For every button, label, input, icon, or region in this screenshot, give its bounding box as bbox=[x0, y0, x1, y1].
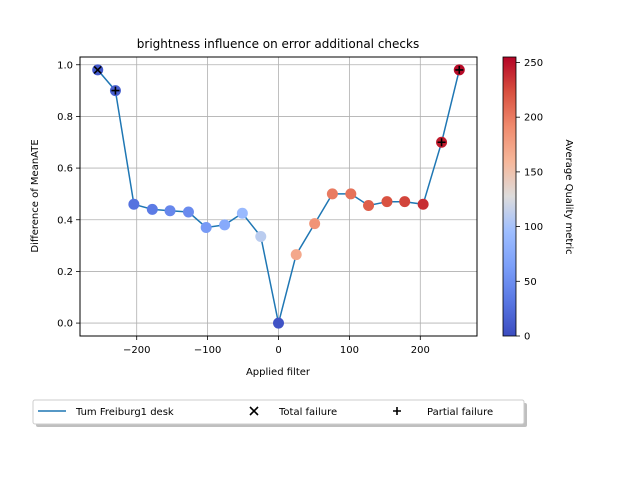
data-point bbox=[255, 231, 267, 243]
colorbar bbox=[502, 56, 517, 337]
y-tick-label: 0.6 bbox=[57, 164, 73, 175]
colorbar-tick-label: 200 bbox=[524, 113, 543, 124]
data-point bbox=[146, 203, 158, 215]
legend-label-line: Tum Freiburg1 desk bbox=[75, 407, 174, 418]
data-point bbox=[164, 205, 176, 217]
data-point bbox=[236, 207, 248, 219]
data-point bbox=[273, 317, 284, 329]
data-point bbox=[290, 249, 302, 261]
legend-plus-marker-icon bbox=[393, 407, 401, 415]
colorbar-tick-label: 250 bbox=[524, 58, 543, 69]
y-tick-label: 0.4 bbox=[57, 215, 73, 226]
colorbar-tick-label: 0 bbox=[524, 332, 530, 343]
partial-failure-marker bbox=[437, 138, 446, 147]
data-point bbox=[399, 196, 411, 208]
data-point bbox=[128, 198, 140, 210]
data-point bbox=[309, 218, 321, 230]
chart-title: brightness influence on error additional… bbox=[137, 37, 419, 51]
y-tick-label: 0.8 bbox=[57, 112, 73, 123]
x-tick-label: 100 bbox=[340, 345, 359, 356]
failure-markers bbox=[93, 65, 464, 147]
data-point bbox=[417, 198, 429, 210]
x-axis-ticks: −200 −100 0 100 200 bbox=[123, 336, 430, 356]
data-point bbox=[182, 206, 194, 218]
colorbar-ticks: 0 50 100 150 200 250 bbox=[516, 58, 543, 343]
total-failure-marker bbox=[93, 65, 102, 74]
data-point bbox=[363, 200, 375, 212]
y-tick-label: 1.0 bbox=[57, 60, 73, 71]
x-axis-label: Applied filter bbox=[246, 367, 311, 378]
colorbar-tick-label: 50 bbox=[524, 277, 537, 288]
data-point bbox=[381, 196, 393, 208]
x-tick-label: −100 bbox=[194, 345, 221, 356]
x-tick-label: −200 bbox=[123, 345, 150, 356]
data-point bbox=[345, 188, 357, 200]
legend: Tum Freiburg1 desk Total failure Partial… bbox=[32, 399, 527, 427]
colorbar-tick-label: 150 bbox=[524, 167, 543, 178]
grid bbox=[80, 57, 477, 336]
legend-label-total-failure: Total failure bbox=[278, 407, 337, 418]
legend-box bbox=[32, 399, 525, 425]
y-tick-label: 0.2 bbox=[57, 267, 73, 278]
colorbar-label: Average Quality metric bbox=[563, 139, 574, 254]
data-point bbox=[326, 188, 338, 200]
data-point bbox=[219, 219, 231, 231]
x-tick-label: 0 bbox=[275, 345, 281, 356]
legend-x-marker-icon bbox=[249, 406, 259, 416]
y-axis-label: Difference of MeanATE bbox=[30, 139, 41, 252]
data-point bbox=[200, 222, 212, 233]
partial-failure-marker bbox=[455, 65, 464, 74]
y-axis-ticks: 0.0 0.2 0.4 0.6 0.8 1.0 bbox=[57, 60, 80, 330]
colorbar-tick-label: 100 bbox=[524, 222, 543, 233]
legend-label-partial-failure: Partial failure bbox=[427, 407, 493, 418]
partial-failure-marker bbox=[111, 86, 120, 95]
y-tick-label: 0.0 bbox=[57, 319, 73, 330]
x-tick-label: 200 bbox=[411, 345, 430, 356]
